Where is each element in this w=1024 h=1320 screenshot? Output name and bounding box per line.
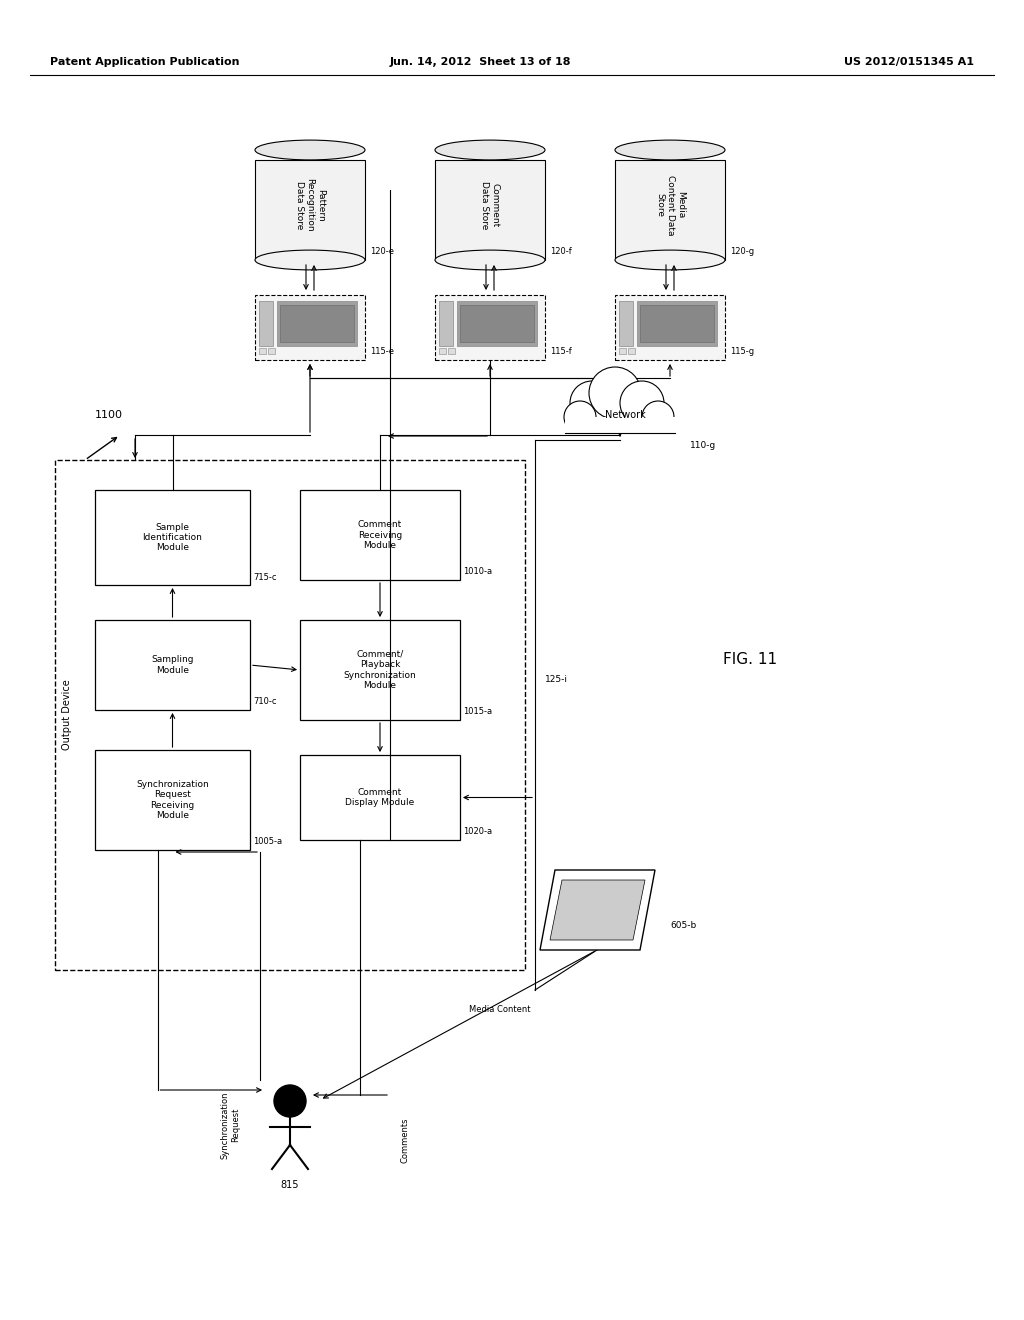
Ellipse shape	[255, 249, 365, 269]
FancyBboxPatch shape	[615, 294, 725, 360]
FancyBboxPatch shape	[640, 305, 714, 342]
Text: FIG. 11: FIG. 11	[723, 652, 777, 668]
Text: Comment
Display Module: Comment Display Module	[345, 788, 415, 808]
FancyBboxPatch shape	[259, 301, 273, 346]
Text: 1010-a: 1010-a	[463, 568, 493, 577]
Text: 1020-a: 1020-a	[463, 828, 493, 837]
FancyBboxPatch shape	[565, 417, 675, 433]
Text: Output Device: Output Device	[62, 680, 72, 750]
Text: Jun. 14, 2012  Sheet 13 of 18: Jun. 14, 2012 Sheet 13 of 18	[389, 57, 570, 67]
Text: Patent Application Publication: Patent Application Publication	[50, 57, 240, 67]
Text: Sample
Identification
Module: Sample Identification Module	[142, 523, 203, 552]
FancyBboxPatch shape	[439, 301, 453, 346]
Text: 605-b: 605-b	[670, 920, 696, 929]
Text: Sampling
Module: Sampling Module	[152, 655, 194, 675]
Text: Comment
Data Store: Comment Data Store	[480, 181, 500, 230]
FancyBboxPatch shape	[618, 348, 626, 354]
FancyBboxPatch shape	[300, 620, 460, 719]
Text: 115-g: 115-g	[730, 347, 754, 356]
Text: Comments: Comments	[400, 1117, 410, 1163]
Circle shape	[564, 401, 596, 433]
FancyBboxPatch shape	[278, 301, 357, 346]
Ellipse shape	[615, 249, 725, 269]
FancyBboxPatch shape	[618, 301, 633, 346]
FancyBboxPatch shape	[457, 301, 537, 346]
FancyBboxPatch shape	[268, 348, 275, 354]
Text: 125-i: 125-i	[545, 676, 568, 685]
FancyBboxPatch shape	[439, 348, 446, 354]
FancyBboxPatch shape	[55, 459, 525, 970]
FancyBboxPatch shape	[628, 348, 635, 354]
FancyBboxPatch shape	[300, 490, 460, 579]
Text: 1100: 1100	[95, 411, 123, 420]
Text: 120-f: 120-f	[550, 248, 571, 256]
Polygon shape	[550, 880, 645, 940]
Text: 120-g: 120-g	[730, 248, 754, 256]
Text: 1005-a: 1005-a	[253, 837, 283, 846]
Text: US 2012/0151345 A1: US 2012/0151345 A1	[844, 57, 974, 67]
Text: Media
Content Data
Store: Media Content Data Store	[655, 174, 685, 235]
FancyBboxPatch shape	[95, 620, 250, 710]
Text: 110-g: 110-g	[690, 441, 716, 450]
Text: 115-e: 115-e	[370, 347, 394, 356]
Ellipse shape	[255, 140, 365, 160]
Text: Media Content: Media Content	[469, 1006, 530, 1015]
Circle shape	[642, 401, 674, 433]
FancyBboxPatch shape	[255, 294, 365, 360]
Text: 120-e: 120-e	[370, 248, 394, 256]
Text: Comment
Receiving
Module: Comment Receiving Module	[357, 520, 402, 550]
Text: Synchronization
Request: Synchronization Request	[220, 1092, 240, 1159]
FancyBboxPatch shape	[300, 755, 460, 840]
Circle shape	[589, 367, 641, 418]
Text: 715-c: 715-c	[253, 573, 276, 582]
FancyBboxPatch shape	[449, 348, 455, 354]
Circle shape	[570, 381, 614, 425]
Circle shape	[620, 381, 664, 425]
Text: 815: 815	[281, 1180, 299, 1191]
FancyBboxPatch shape	[259, 348, 266, 354]
FancyBboxPatch shape	[615, 160, 725, 260]
Text: 115-f: 115-f	[550, 347, 571, 356]
FancyBboxPatch shape	[280, 305, 354, 342]
FancyBboxPatch shape	[255, 160, 365, 260]
Text: Synchronization
Request
Receiving
Module: Synchronization Request Receiving Module	[136, 780, 209, 820]
FancyBboxPatch shape	[637, 301, 717, 346]
FancyBboxPatch shape	[435, 160, 545, 260]
Text: 710-c: 710-c	[253, 697, 276, 706]
Ellipse shape	[435, 140, 545, 160]
Text: Pattern
Recognition
Data Store: Pattern Recognition Data Store	[295, 178, 325, 232]
Ellipse shape	[435, 249, 545, 269]
Text: Comment/
Playback
Synchronization
Module: Comment/ Playback Synchronization Module	[344, 649, 417, 690]
FancyBboxPatch shape	[95, 750, 250, 850]
Circle shape	[274, 1085, 306, 1117]
FancyBboxPatch shape	[435, 294, 545, 360]
FancyBboxPatch shape	[95, 490, 250, 585]
Text: Network: Network	[604, 411, 645, 420]
FancyBboxPatch shape	[460, 305, 534, 342]
Text: 1015-a: 1015-a	[463, 708, 493, 717]
Ellipse shape	[615, 140, 725, 160]
Polygon shape	[540, 870, 655, 950]
